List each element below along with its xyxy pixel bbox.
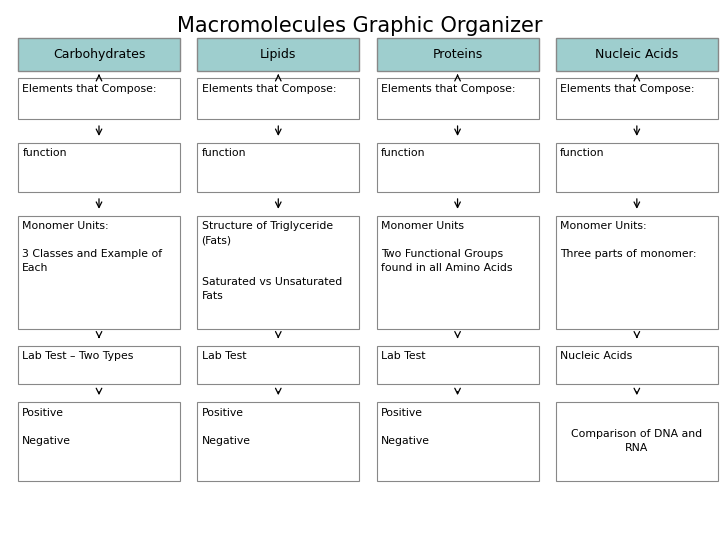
FancyBboxPatch shape xyxy=(197,143,359,192)
FancyBboxPatch shape xyxy=(377,402,539,481)
Text: Monomer Units:

Three parts of monomer:: Monomer Units: Three parts of monomer: xyxy=(560,221,697,259)
FancyBboxPatch shape xyxy=(197,402,359,481)
FancyBboxPatch shape xyxy=(18,216,180,329)
Text: Elements that Compose:: Elements that Compose: xyxy=(560,84,695,94)
FancyBboxPatch shape xyxy=(377,78,539,119)
Text: Elements that Compose:: Elements that Compose: xyxy=(202,84,336,94)
FancyBboxPatch shape xyxy=(556,78,718,119)
Text: Lab Test – Two Types: Lab Test – Two Types xyxy=(22,351,134,361)
Text: Carbohydrates: Carbohydrates xyxy=(53,48,145,61)
Text: Elements that Compose:: Elements that Compose: xyxy=(22,84,157,94)
FancyBboxPatch shape xyxy=(18,346,180,384)
Text: Elements that Compose:: Elements that Compose: xyxy=(381,84,516,94)
Text: Positive

Negative: Positive Negative xyxy=(202,408,251,445)
FancyBboxPatch shape xyxy=(18,38,180,71)
FancyBboxPatch shape xyxy=(18,143,180,192)
Text: function: function xyxy=(381,148,426,159)
Text: function: function xyxy=(560,148,605,159)
FancyBboxPatch shape xyxy=(197,216,359,329)
Text: Lab Test: Lab Test xyxy=(202,351,246,361)
FancyBboxPatch shape xyxy=(556,346,718,384)
FancyBboxPatch shape xyxy=(377,216,539,329)
Text: Positive

Negative: Positive Negative xyxy=(381,408,430,445)
Text: function: function xyxy=(22,148,67,159)
FancyBboxPatch shape xyxy=(377,143,539,192)
FancyBboxPatch shape xyxy=(556,38,718,71)
Text: Comparison of DNA and
RNA: Comparison of DNA and RNA xyxy=(571,429,703,454)
FancyBboxPatch shape xyxy=(377,346,539,384)
Text: Macromolecules Graphic Organizer: Macromolecules Graphic Organizer xyxy=(177,16,543,36)
Text: Structure of Triglyceride
(Fats)


Saturated vs Unsaturated
Fats: Structure of Triglyceride (Fats) Saturat… xyxy=(202,221,342,301)
FancyBboxPatch shape xyxy=(377,38,539,71)
FancyBboxPatch shape xyxy=(18,78,180,119)
Text: Lipids: Lipids xyxy=(260,48,297,61)
Text: Monomer Units:

3 Classes and Example of
Each: Monomer Units: 3 Classes and Example of … xyxy=(22,221,163,273)
Text: Proteins: Proteins xyxy=(433,48,482,61)
Text: function: function xyxy=(202,148,246,159)
FancyBboxPatch shape xyxy=(197,38,359,71)
Text: Nucleic Acids: Nucleic Acids xyxy=(560,351,632,361)
Text: Monomer Units

Two Functional Groups
found in all Amino Acids: Monomer Units Two Functional Groups foun… xyxy=(381,221,513,273)
Text: Positive

Negative: Positive Negative xyxy=(22,408,71,445)
FancyBboxPatch shape xyxy=(197,78,359,119)
FancyBboxPatch shape xyxy=(556,402,718,481)
FancyBboxPatch shape xyxy=(197,346,359,384)
Text: Nucleic Acids: Nucleic Acids xyxy=(595,48,678,61)
Text: Lab Test: Lab Test xyxy=(381,351,426,361)
FancyBboxPatch shape xyxy=(556,143,718,192)
FancyBboxPatch shape xyxy=(18,402,180,481)
FancyBboxPatch shape xyxy=(556,216,718,329)
